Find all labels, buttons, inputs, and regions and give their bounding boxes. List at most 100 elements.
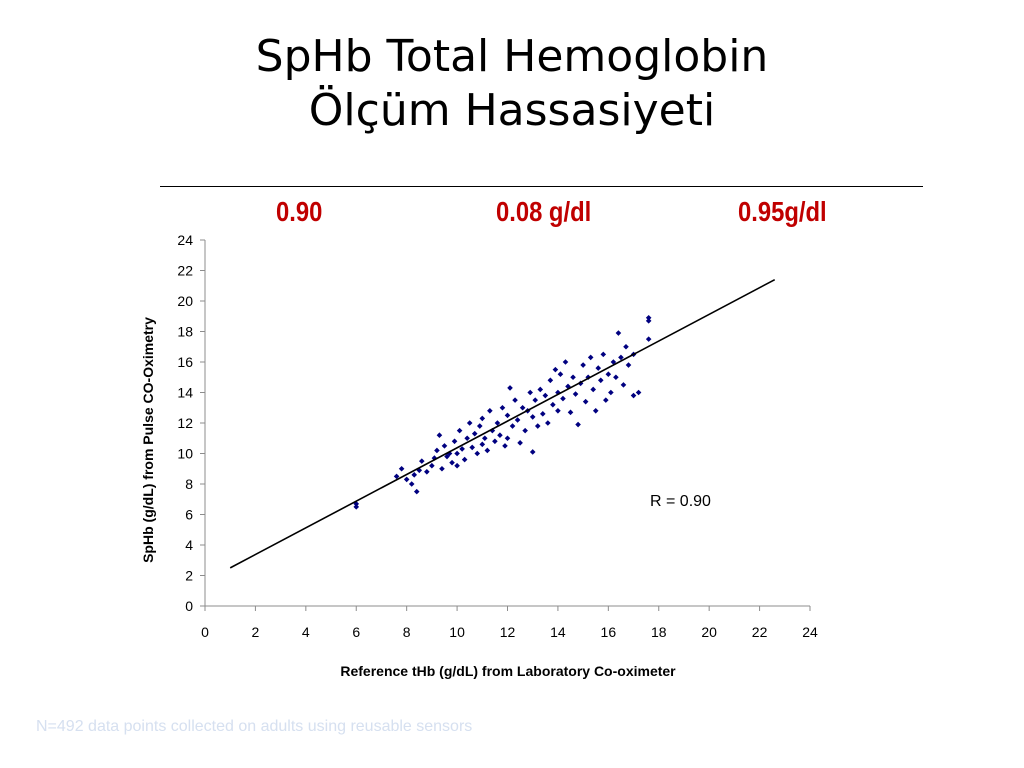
data-point [527,389,533,396]
data-point [587,354,594,361]
y-tick-label: 14 [177,385,193,401]
data-point [434,447,440,454]
data-point [645,336,652,342]
data-point [613,374,619,381]
y-tick-label: 24 [177,232,193,248]
data-point [590,386,597,393]
data-point [512,397,518,403]
x-tick-label: 0 [201,624,209,640]
data-point [610,359,617,365]
slide-title: SpHb Total Hemoglobin Ölçüm Hassasiyeti [0,30,1024,138]
data-point [542,392,549,399]
x-tick-label: 16 [601,624,617,640]
data-point [623,343,629,350]
x-tick-label: 4 [302,624,310,640]
x-tick-label: 18 [651,624,667,640]
data-point [479,415,486,422]
data-point [464,435,470,442]
data-point [504,435,511,442]
data-point [449,459,455,466]
regression-line [229,278,776,569]
y-tick-label: 22 [177,263,193,279]
x-tick-label: 24 [802,624,818,640]
data-point [497,432,503,438]
data-point [519,404,526,411]
y-tick-label: 8 [185,476,193,492]
data-point [552,366,559,373]
data-point [439,465,445,472]
data-point [635,389,642,396]
data-point [572,391,579,397]
x-tick-label: 22 [752,624,768,640]
data-point [600,351,607,358]
slide-title-line2: Ölçüm Hassasiyeti [308,85,716,136]
data-point [547,377,554,384]
data-point [575,421,581,428]
data-point [645,318,652,324]
data-point [615,330,622,336]
data-point [413,488,420,495]
data-point [603,397,609,403]
data-point [537,386,544,393]
data-point [529,449,536,455]
data-point [476,423,483,429]
data-point [446,450,453,457]
data-point [471,430,478,437]
data-point [620,382,627,388]
chart-ticks: 0 2 4 6 8 10 12 14 16 18 20 22 240246810121416182022… [177,232,818,640]
data-point [461,456,468,463]
y-tick-label: 10 [177,446,193,462]
data-point [605,371,612,377]
data-point [570,374,576,381]
data-point [393,473,400,480]
data-point [567,409,574,416]
data-point [625,362,632,368]
y-tick-label: 16 [177,354,193,370]
data-point [456,427,463,434]
data-point [454,450,460,457]
data-point [618,354,624,361]
data-point [562,359,569,365]
y-tick-label: 18 [177,324,193,340]
data-point [608,389,614,396]
data-point [451,438,458,445]
data-point [514,417,521,423]
data-point [492,438,498,445]
data-point [595,365,602,371]
data-point [441,443,448,449]
y-tick-label: 20 [177,293,193,309]
data-point [534,423,541,429]
data-point [555,408,561,414]
data-point [454,462,460,469]
slide-title-line1: SpHb Total Hemoglobin [255,31,769,82]
data-point [482,435,488,442]
x-axis-label: Reference tHb (g/dL) from Laboratory Co-… [340,663,676,679]
x-tick-label: 12 [500,624,516,640]
data-point [502,443,508,449]
data-point [522,427,528,434]
footnote: N=492 data points collected on adults us… [36,718,473,735]
data-point [504,412,511,419]
data-point [418,458,425,464]
data-point [474,450,481,457]
x-tick-label: 20 [701,624,717,640]
data-point [539,411,546,417]
data-point [398,465,405,472]
data-point [353,504,360,510]
data-point [557,371,564,377]
chart-points [353,314,652,510]
data-point [592,408,599,414]
y-tick-label: 6 [185,507,193,523]
data-point [645,314,652,321]
data-point [459,446,465,452]
y-tick-label: 2 [185,568,193,584]
x-tick-label: 10 [449,624,465,640]
data-point [494,420,501,426]
data-point [403,476,410,483]
data-point [416,467,423,474]
x-tick-label: 14 [550,624,566,640]
data-point [436,432,443,438]
x-tick-label: 2 [252,624,260,640]
data-point [353,501,360,507]
data-point [517,440,523,446]
